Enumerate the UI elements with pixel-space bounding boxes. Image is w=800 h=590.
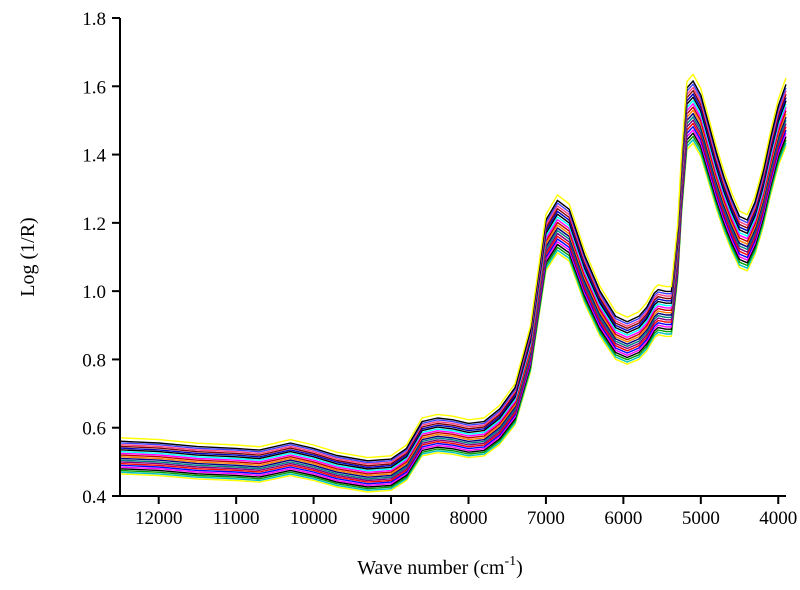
y-tick-label: 0.4 bbox=[82, 487, 106, 508]
spectrum-line-20 bbox=[119, 80, 787, 462]
spectrum-line-3 bbox=[119, 135, 787, 490]
x-tick-label: 11000 bbox=[213, 508, 260, 529]
x-axis-title-suffix: ) bbox=[516, 557, 523, 579]
y-ticks: 0.4 0.6 0.8 1.0 1.2 1.4 1.6 1.8 bbox=[82, 9, 120, 508]
x-tick-label: 6000 bbox=[604, 508, 642, 529]
spectrum-line-1 bbox=[119, 142, 787, 493]
spectrum-line-16 bbox=[119, 93, 787, 469]
x-tick-label: 10000 bbox=[290, 508, 338, 529]
x-tick-label: 12000 bbox=[135, 508, 183, 529]
spectrum-line-4 bbox=[119, 132, 787, 488]
y-tick-label: 1.6 bbox=[82, 77, 106, 98]
y-tick-label: 0.8 bbox=[82, 350, 106, 371]
spectrum-line-10 bbox=[119, 112, 787, 478]
spectrum-line-15 bbox=[119, 96, 787, 470]
spectrum-line-6 bbox=[119, 125, 787, 485]
x-axis-title-sup: -1 bbox=[504, 554, 516, 569]
spectrum-line-21 bbox=[119, 73, 787, 459]
x-ticks: 12000 11000 10000 9000 8000 7000 6000 5000 4000 bbox=[135, 496, 797, 529]
x-tick-label: 8000 bbox=[449, 508, 487, 529]
spectrum-line-2 bbox=[119, 139, 787, 491]
spectrum-line-7 bbox=[119, 122, 787, 483]
y-tick-label: 1.8 bbox=[82, 9, 106, 30]
spectrum-line-17 bbox=[119, 89, 787, 467]
y-tick-label: 0.6 bbox=[82, 419, 106, 440]
spectrum-line-11 bbox=[119, 109, 787, 477]
plot-series bbox=[119, 73, 787, 493]
x-tick-label: 4000 bbox=[759, 508, 797, 529]
spectrum-line-13 bbox=[119, 103, 787, 473]
spectrum-line-19 bbox=[119, 83, 787, 464]
spectrum-line-9 bbox=[119, 116, 787, 480]
spectrum-line-12 bbox=[119, 106, 787, 475]
spectrum-line-5 bbox=[119, 129, 787, 487]
spectrum-line-8 bbox=[119, 119, 787, 482]
x-axis-title-main: Wave number (cm bbox=[357, 557, 505, 579]
x-axis-title: Wave number (cm-1) bbox=[357, 554, 523, 579]
x-tick-label: 7000 bbox=[527, 508, 565, 529]
x-tick-label: 9000 bbox=[372, 508, 410, 529]
x-tick-label: 5000 bbox=[682, 508, 720, 529]
spectrum-line-18 bbox=[119, 86, 787, 465]
spectrum-line-14 bbox=[119, 99, 787, 472]
y-tick-label: 1.0 bbox=[82, 282, 106, 303]
y-tick-label: 1.2 bbox=[82, 214, 106, 235]
y-axis-title: Log (1/R) bbox=[17, 217, 39, 296]
y-tick-label: 1.4 bbox=[82, 146, 106, 167]
